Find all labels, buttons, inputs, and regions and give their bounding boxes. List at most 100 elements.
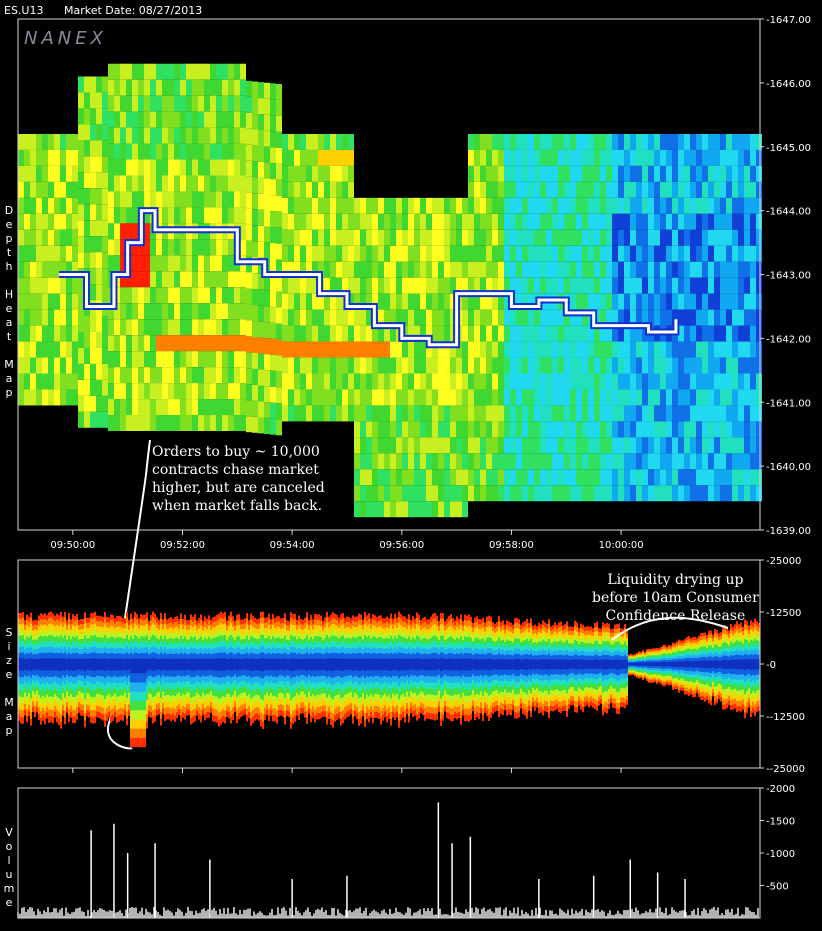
heat-cell [564, 133, 570, 150]
heat-cell [654, 469, 660, 486]
heat-cell [552, 149, 558, 166]
heat-cell [432, 501, 438, 518]
heat-cell [402, 213, 408, 230]
heat-cell [750, 277, 756, 294]
heat-cell [138, 399, 144, 416]
heat-cell [390, 405, 396, 422]
heat-cell [504, 245, 510, 262]
heat-cell [264, 402, 270, 419]
heat-cell [660, 245, 666, 262]
heat-cell [696, 213, 702, 230]
heat-cell [576, 165, 582, 182]
heat-cell [660, 453, 666, 470]
heat-cell [240, 111, 246, 128]
heat-cell [696, 293, 702, 310]
heat-cell [120, 319, 126, 336]
heat-cell [444, 373, 450, 390]
heat-cell [360, 469, 366, 486]
heat-cell [282, 373, 288, 390]
size-band [56, 658, 58, 671]
heat-cell [336, 277, 342, 294]
heat-cell [132, 95, 138, 112]
heat-cell [54, 325, 60, 342]
heat-cell [696, 421, 702, 438]
heat-cell [558, 325, 564, 342]
heat-cell [480, 197, 486, 214]
heat-cell [552, 165, 558, 182]
heat-cell [342, 325, 348, 342]
heat-cell [732, 197, 738, 214]
heat-cell [210, 143, 216, 160]
heat-cell [366, 389, 372, 406]
heat-cell [708, 149, 714, 166]
heat-cell [390, 309, 396, 326]
heat-cell [102, 331, 108, 348]
heat-cell [72, 357, 78, 374]
heat-cell [228, 303, 234, 320]
heat-cell [210, 63, 216, 80]
heat-cell [450, 373, 456, 390]
heat-cell [504, 213, 510, 230]
heat-cell [708, 453, 714, 470]
heat-cell [636, 149, 642, 166]
heat-cell [612, 245, 618, 262]
heat-cell [654, 373, 660, 390]
heat-cell [492, 357, 498, 374]
heat-cell [552, 197, 558, 214]
size-band [504, 659, 506, 670]
size-band [396, 658, 398, 670]
heat-cell [444, 453, 450, 470]
heat-cell [294, 325, 300, 342]
heat-cell [168, 159, 174, 176]
heat-cell [240, 63, 246, 80]
heat-cell [372, 389, 378, 406]
heat-cell [534, 133, 540, 150]
heat-cell [738, 229, 744, 246]
heat-cell [684, 325, 690, 342]
heat-cell [354, 357, 360, 374]
heat-cell [750, 197, 756, 214]
heat-cell [534, 469, 540, 486]
size-band [348, 658, 350, 670]
heat-cell [666, 165, 672, 182]
heat-cell [108, 367, 114, 384]
heat-cell [336, 213, 342, 230]
heat-cell [510, 165, 516, 182]
heat-cell [714, 165, 720, 182]
heat-cell [438, 421, 444, 438]
heat-cell [276, 83, 282, 100]
heat-cell [648, 421, 654, 438]
heat-cell [402, 469, 408, 486]
heat-cell [606, 405, 612, 422]
heat-cell [348, 389, 354, 406]
size-band [390, 658, 392, 671]
heat-cell [474, 373, 480, 390]
size-band [202, 659, 204, 670]
heat-cell [18, 357, 24, 374]
heat-cell [636, 197, 642, 214]
heat-cell [312, 277, 318, 294]
heat-cell [630, 229, 636, 246]
heat-cell [582, 181, 588, 198]
heat-cell [570, 341, 576, 358]
heat-cell [444, 389, 450, 406]
heat-cell [294, 405, 300, 422]
heat-cell [594, 149, 600, 166]
heat-cell [498, 165, 504, 182]
heat-cell [390, 501, 396, 518]
heat-cell [54, 357, 60, 374]
heat-cell [24, 277, 30, 294]
heat-cell [150, 127, 156, 144]
heat-cell [18, 293, 24, 310]
heat-cell [732, 373, 738, 390]
heat-cell [222, 271, 228, 288]
heat-cell [510, 149, 516, 166]
heat-cell [720, 165, 726, 182]
heat-cell [402, 357, 408, 374]
heat-cell [444, 213, 450, 230]
heat-cell [252, 400, 258, 417]
heat-cell [210, 383, 216, 400]
size-band [38, 658, 40, 671]
heat-cell [246, 128, 252, 145]
heat-cell [318, 325, 324, 342]
